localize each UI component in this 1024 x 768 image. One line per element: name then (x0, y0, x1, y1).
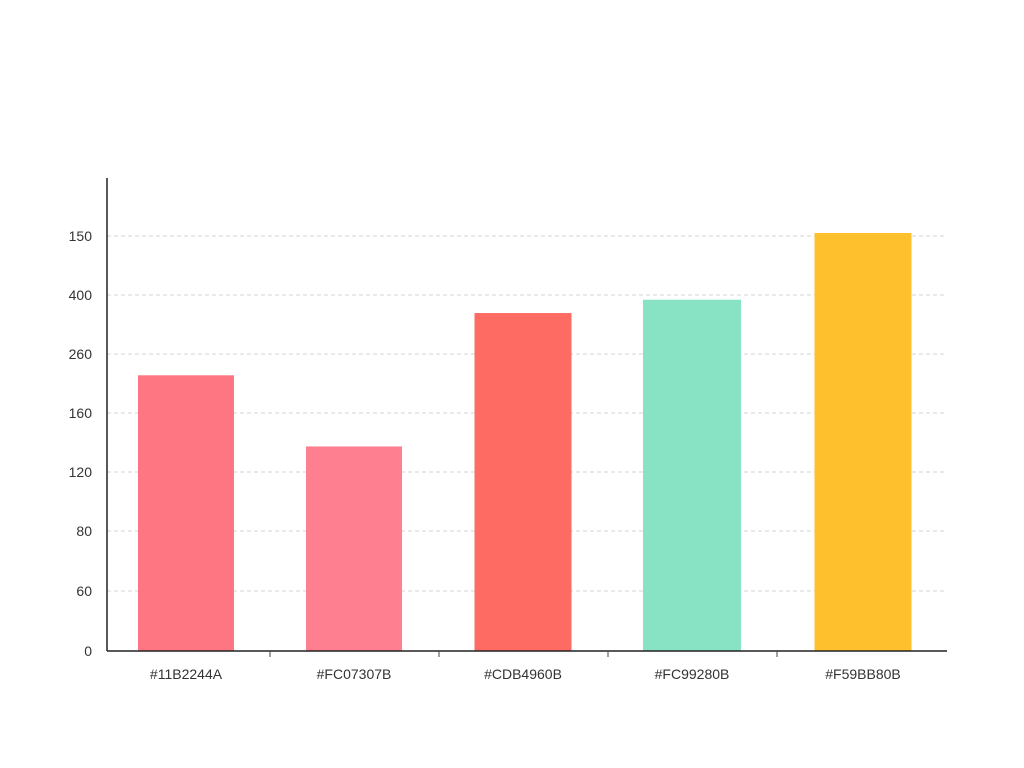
x-tick-label: #11B2244A (150, 666, 223, 682)
axes (106, 178, 947, 657)
x-tick-label: #CDB4960B (484, 666, 562, 682)
x-tick-label: #F59BB80B (825, 666, 901, 682)
y-tick-label: 60 (76, 583, 92, 599)
y-tick-label: 260 (69, 346, 93, 362)
bar-3 (474, 313, 572, 651)
bar-4 (643, 299, 741, 651)
bar-5 (814, 233, 912, 651)
x-tick-label: #FC99280B (655, 666, 730, 682)
y-tick-label: 400 (69, 287, 93, 303)
y-tick-label: 80 (76, 523, 92, 539)
bars (138, 233, 912, 651)
y-tick-label: 150 (69, 228, 93, 244)
y-tick-label: 160 (69, 405, 93, 421)
bar-1 (138, 375, 234, 651)
y-tick-label: 120 (69, 464, 93, 480)
x-tick-label: #FC07307B (317, 666, 392, 682)
x-tick-labels: #11B2244A #FC07307B #CDB4960B #FC99280B #F59… (150, 666, 901, 682)
y-tick-labels: 0 60 80 120 160 260 400 150 (69, 228, 93, 659)
bar-2 (306, 446, 402, 651)
y-tick-label: 0 (84, 643, 92, 659)
